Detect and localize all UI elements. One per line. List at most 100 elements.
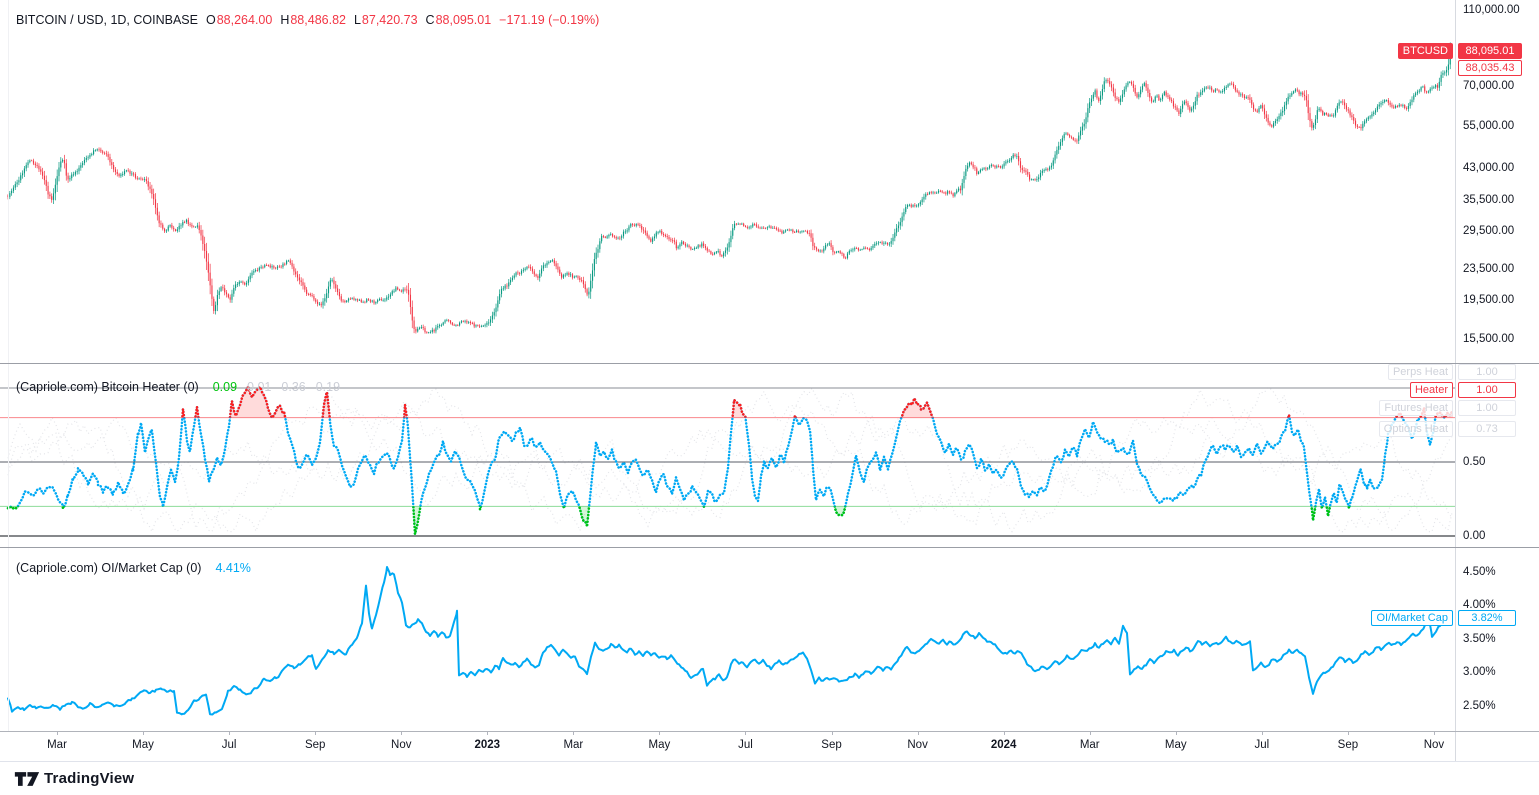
tradingview-wordmark[interactable]: TradingView [44, 770, 135, 787]
time-axis-tick [1433, 731, 1435, 735]
price-axis-tick: 15,500.00 [1463, 332, 1515, 345]
time-axis-separator [0, 731, 1539, 732]
change-value: −171.19 (−0.19%) [499, 13, 600, 27]
time-axis-tick [1089, 731, 1091, 735]
time-axis-label: May [1164, 739, 1187, 751]
futures-heat-value-tag: 1.00 [1458, 400, 1516, 416]
options-heat-value-tag: 0.73 [1458, 421, 1516, 437]
time-axis-tick [831, 731, 833, 735]
perps-heat-value-tag: 1.00 [1458, 364, 1516, 380]
heater-status-value-3: 0.19 [315, 380, 341, 394]
footer-separator [0, 761, 1539, 762]
time-axis-label: May [648, 739, 671, 751]
bottom-toolbar: TradingView [0, 762, 1539, 795]
time-axis-label: 2023 [474, 739, 501, 751]
ohlc-low-value: 87,420.73 [361, 13, 418, 27]
price-axis-tick: 43,000.00 [1463, 161, 1515, 174]
time-axis-tick [745, 731, 747, 735]
time-axis-label: Mar [563, 739, 584, 751]
time-axis-tick [401, 731, 403, 735]
perps-heat-tag: Perps Heat [1387, 364, 1453, 380]
time-axis-label: 2024 [990, 739, 1017, 751]
time-axis-label: May [132, 739, 154, 751]
secondary-price-axis-tag: 88,035.43 [1458, 60, 1522, 76]
price-axis-tick: 29,500.00 [1463, 224, 1515, 237]
time-axis-tick [1175, 731, 1177, 735]
oi-marketcap-pane[interactable] [0, 547, 1455, 731]
tradingview-logo-icon[interactable] [14, 769, 40, 789]
oi-axis-tick: 3.50% [1463, 632, 1496, 645]
time-axis-label: Jul [1254, 739, 1270, 751]
oi-marketcap-tag: OI/Market Cap [1371, 610, 1453, 626]
ohlc-high-value: 88,486.82 [290, 13, 346, 27]
futures-heat-tag: Futures Heat [1379, 400, 1453, 416]
time-axis-label: Nov [1423, 739, 1445, 751]
price-axis-tick: 19,500.00 [1463, 294, 1515, 307]
ohlc-close-value: 88,095.01 [435, 13, 492, 27]
price-pane[interactable] [0, 0, 1455, 363]
time-axis-label: Nov [391, 739, 412, 751]
heater-legend: (Capriole.com) Bitcoin Heater (0) 0.09 0.0… [16, 379, 340, 395]
time-axis-label: Nov [907, 739, 928, 751]
time-axis-tick [57, 731, 58, 735]
last-price-axis-tag: 88,095.01 [1458, 43, 1522, 59]
heater-status-value-1: 0.01 [247, 380, 272, 394]
ohlc-close-label: C [425, 13, 435, 27]
oi-axis-tick: 2.50% [1463, 699, 1496, 712]
heater-axis-tick: 0.00 [1463, 530, 1486, 542]
heater-axis-tick: 0.50 [1463, 456, 1486, 468]
time-axis-tick [573, 731, 575, 735]
oi-legend: (Capriole.com) OI/Market Cap (0) 4.41% [16, 560, 251, 576]
chart-left-edge-line [8, 0, 9, 731]
time-axis-label: Sep [1337, 739, 1359, 751]
price-axis-tick: 23,500.00 [1463, 263, 1515, 276]
heater-indicator-canvas[interactable] [0, 363, 1455, 547]
oi-marketcap-canvas[interactable] [0, 547, 1455, 731]
time-axis-label: Jul [738, 739, 753, 751]
time-axis-label: Jul [221, 739, 237, 751]
oi-marketcap-value-tag: 3.82% [1458, 610, 1516, 626]
time-axis-tick [1003, 731, 1005, 735]
heater-status-value-2: 0.36 [281, 380, 306, 394]
time-axis-label: Mar [47, 739, 67, 751]
oi-status-value: 4.41% [215, 561, 251, 575]
options-heat-tag: Options Heat [1378, 421, 1453, 437]
ohlc-open-label: O [205, 13, 216, 27]
ohlc-low-label: L [353, 13, 361, 27]
heater-value-tag: 1.00 [1458, 382, 1516, 398]
price-scale[interactable]: 110,000.00 70,000.00 55,000.00 43,000.00 35,… [1455, 0, 1539, 761]
symbol-legend: BITCOIN / USD, 1D, COINBASE O88,264.00 H88… [16, 12, 599, 28]
time-axis-tick [229, 731, 231, 735]
price-candles-canvas[interactable] [0, 0, 1455, 363]
price-axis-tick: 70,000.00 [1463, 80, 1515, 92]
time-scale[interactable]: Mar May Jul Sep Nov 2023 Mar May Jul Sep Nov 2024 Ma… [0, 731, 1539, 761]
oi-axis-tick: 4.50% [1463, 566, 1496, 578]
time-axis-tick [659, 731, 661, 735]
ohlc-open-value: 88,264.00 [216, 13, 273, 27]
price-axis-tick: 55,000.00 [1463, 120, 1515, 133]
time-axis-label: Sep [821, 739, 842, 751]
heater-indicator-title[interactable]: (Capriole.com) Bitcoin Heater (0) [16, 380, 199, 394]
time-axis-tick [315, 731, 317, 735]
heater-tag: Heater [1409, 382, 1453, 398]
symbol-title[interactable]: BITCOIN / USD, 1D, COINBASE [16, 13, 198, 27]
price-axis-tick: 110,000.00 [1463, 4, 1520, 17]
time-axis-tick [143, 731, 145, 735]
heater-pane[interactable] [0, 363, 1455, 547]
price-axis-tick: 35,500.00 [1463, 193, 1515, 206]
time-axis-label: Mar [1079, 739, 1100, 751]
pane-divider-2[interactable] [0, 547, 1539, 548]
oi-indicator-title[interactable]: (Capriole.com) OI/Market Cap (0) [16, 561, 202, 575]
time-axis-label: Sep [304, 739, 326, 751]
time-axis-tick [1261, 731, 1263, 735]
oi-axis-tick: 3.00% [1463, 666, 1496, 679]
pane-divider-1[interactable] [0, 363, 1539, 364]
symbol-price-tag: BTCUSD [1397, 43, 1453, 59]
time-axis-tick [487, 731, 489, 735]
oi-axis-tick: 4.00% [1463, 599, 1496, 612]
heater-status-value-0: 0.09 [212, 380, 238, 394]
time-axis-tick [917, 731, 919, 735]
time-axis-tick [1347, 731, 1349, 735]
ohlc-high-label: H [280, 13, 290, 27]
